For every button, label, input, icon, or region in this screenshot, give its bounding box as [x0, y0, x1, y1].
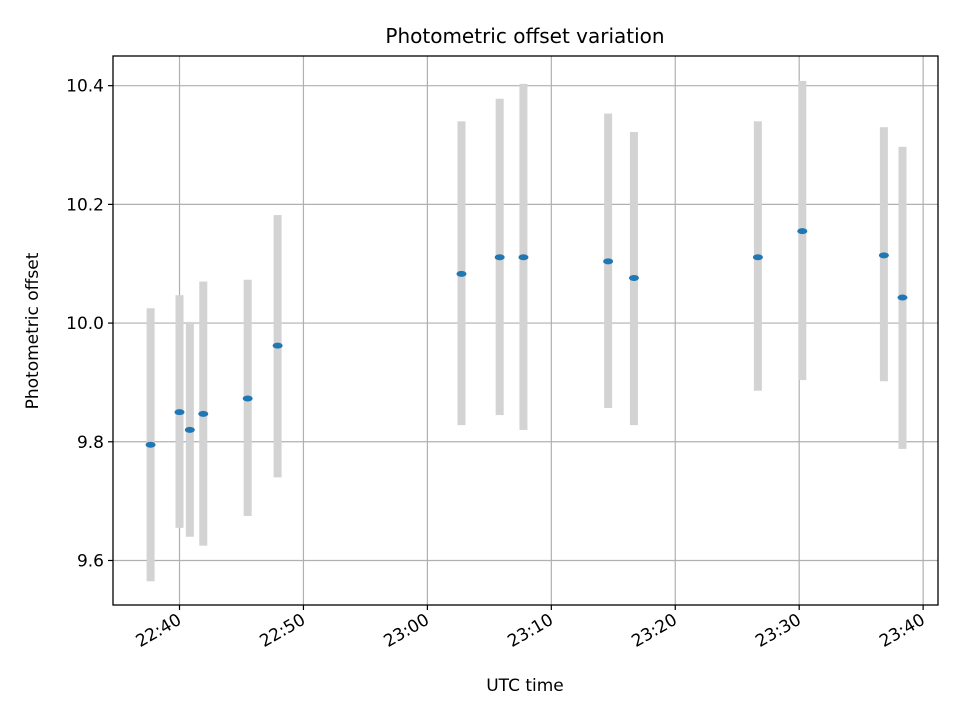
- data-point: [897, 294, 908, 301]
- data-point: [198, 410, 209, 417]
- y-tick-label: 10.0: [66, 314, 104, 334]
- x-tick-label: 23:40: [876, 610, 928, 652]
- data-point: [603, 258, 614, 265]
- x-tick-label: 23:10: [504, 610, 556, 652]
- data-point: [628, 274, 639, 281]
- data-point: [752, 254, 763, 261]
- error-bars: [146, 80, 907, 582]
- data-point: [145, 441, 156, 448]
- x-tick-label: 23:20: [628, 610, 680, 652]
- y-tick-label: 9.8: [77, 433, 104, 453]
- y-tick-label: 9.6: [77, 551, 104, 571]
- y-tick-label: 10.4: [66, 77, 104, 97]
- data-point: [456, 270, 467, 277]
- data-point: [174, 409, 185, 416]
- data-point: [878, 252, 889, 259]
- x-axis-ticks: 22:40 22:50 23:00 23:10 23:20 23:30 23:40: [133, 605, 929, 652]
- x-tick-label: 23:30: [752, 610, 804, 652]
- x-tick-label: 22:50: [257, 610, 309, 652]
- chart-title: Photometric offset variation: [385, 24, 664, 48]
- data-point: [797, 228, 808, 235]
- x-tick-label: 22:40: [133, 610, 185, 652]
- data-point: [272, 342, 283, 349]
- data-points: [145, 228, 908, 448]
- y-axis-label: Photometric offset: [23, 252, 43, 409]
- x-axis-label: UTC time: [486, 676, 564, 696]
- x-tick-label: 23:00: [380, 610, 432, 652]
- data-point: [242, 395, 253, 402]
- plot-frame: [112, 55, 939, 606]
- y-axis-ticks: 9.6 9.8 10.0 10.2 10.4: [66, 77, 113, 571]
- data-point: [184, 426, 195, 433]
- y-tick-label: 10.2: [66, 195, 104, 215]
- data-point: [494, 254, 505, 261]
- data-point: [518, 254, 529, 261]
